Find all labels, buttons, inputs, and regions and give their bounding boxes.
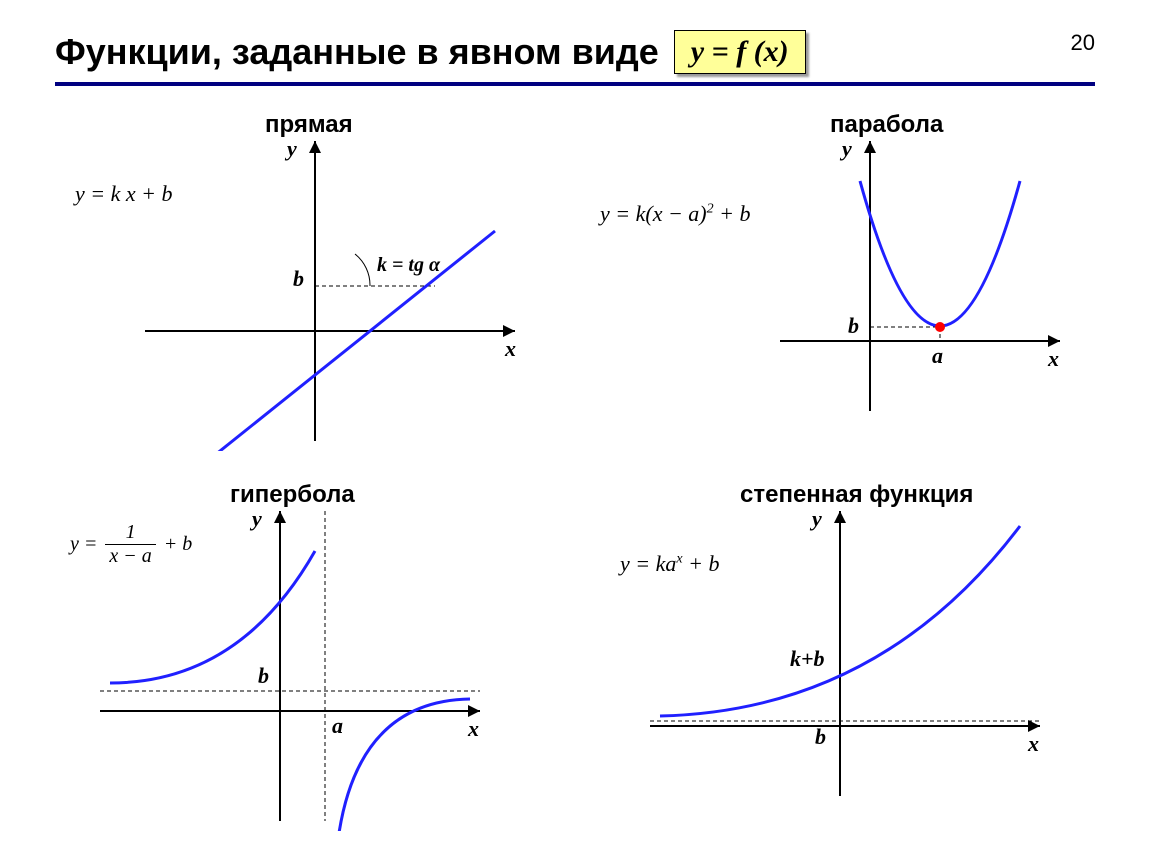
svg-text:b: b xyxy=(848,313,859,338)
svg-text:a: a xyxy=(332,713,343,738)
svg-text:y: y xyxy=(809,506,822,531)
svg-text:k = tg α: k = tg α xyxy=(377,254,441,276)
chart-hyperbola-title: гипербола xyxy=(230,481,355,509)
chart-line-equation: y = k x + b xyxy=(75,181,173,207)
svg-text:x: x xyxy=(1047,346,1059,371)
svg-text:x: x xyxy=(504,336,516,361)
chart-power-equation: y = kax + b xyxy=(620,551,719,577)
chart-power-title: степенная функция xyxy=(740,481,973,509)
svg-text:b: b xyxy=(293,266,304,291)
chart-hyperbola-equation: y = 1 x − a + b xyxy=(70,521,192,568)
svg-text:x: x xyxy=(467,716,479,741)
svg-text:a: a xyxy=(932,343,943,368)
chart-parabola-equation: y = k(x − a)2 + b xyxy=(600,201,751,227)
chart-parabola: парабола y = k(x − a)2 + b x y b a xyxy=(590,111,1095,461)
page-title: Функции, заданные в явном виде xyxy=(55,31,659,73)
formula-box: y = f (x) xyxy=(674,30,806,74)
svg-text:y: y xyxy=(284,136,297,161)
chart-line: прямая y = k x + b x y k = tg α b xyxy=(55,111,560,461)
chart-grid: прямая y = k x + b x y k = tg α b парабо… xyxy=(55,111,1095,831)
svg-text:b: b xyxy=(258,663,269,688)
chart-parabola-title: парабола xyxy=(830,111,943,139)
page-number: 20 xyxy=(1071,30,1095,56)
svg-text:y: y xyxy=(839,136,852,161)
svg-text:b: b xyxy=(815,724,826,749)
svg-text:x: x xyxy=(1027,731,1039,756)
chart-power: степенная функция y = kax + b x y b k+b xyxy=(590,481,1095,831)
svg-text:k+b: k+b xyxy=(790,646,825,671)
chart-line-title: прямая xyxy=(265,111,353,139)
chart-hyperbola: гипербола y = 1 x − a + b x y b a xyxy=(55,481,560,831)
header: Функции, заданные в явном виде y = f (x) xyxy=(55,30,1095,86)
svg-text:y: y xyxy=(249,506,262,531)
